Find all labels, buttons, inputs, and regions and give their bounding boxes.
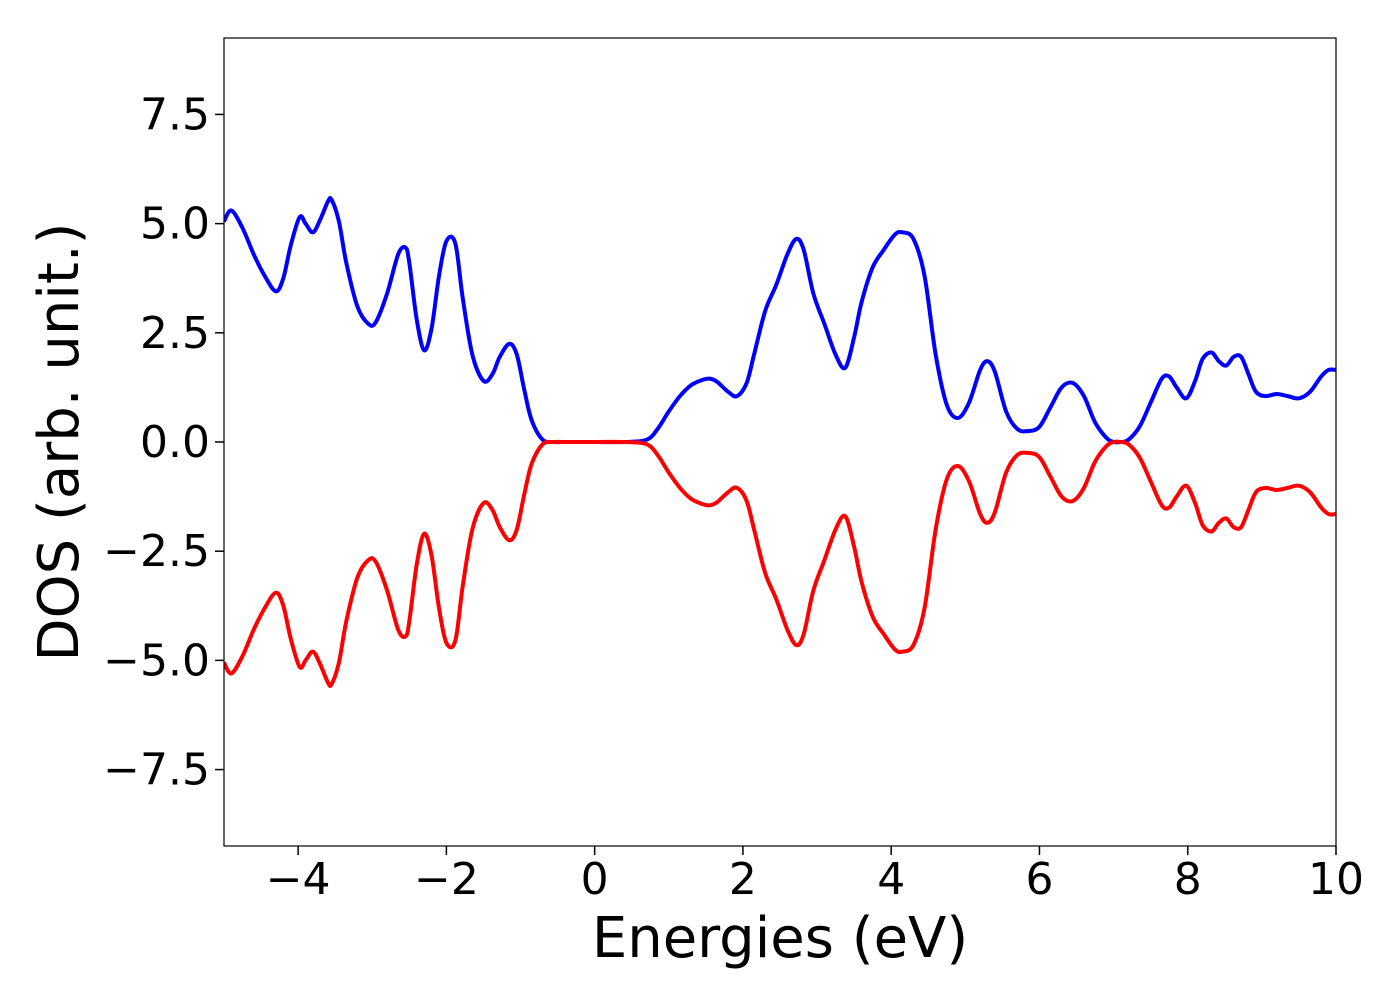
plot-area [224,38,1336,846]
y-axis-label: DOS (arb. unit.) [27,222,92,661]
x-tick-label: 6 [1025,854,1053,905]
y-tick-label: 7.5 [140,89,210,140]
x-tick-label: 4 [877,854,905,905]
y-tick-label: 0.0 [140,417,210,468]
series-line-0 [224,195,1336,445]
y-tick-label: 5.0 [140,199,210,250]
x-tick-label: 0 [581,854,609,905]
y-tick-label: −7.5 [103,745,210,796]
series-layer [224,195,1336,689]
x-axis-label: Energies (eV) [592,906,968,971]
x-tick-label: −2 [414,854,479,905]
x-tick-label: −4 [266,854,331,905]
x-tick-label: 2 [729,854,757,905]
y-tick-label: −2.5 [103,526,210,577]
y-tick-label: −5.0 [103,635,210,686]
y-axis-ticks: −7.5 −5.0 −2.5 0.0 2.5 5.0 7.5 [103,89,224,796]
x-axis-ticks: −4 −2 0 2 4 6 8 10 [266,846,1364,905]
series-line-1 [224,439,1336,689]
y-tick-label: 2.5 [140,308,210,359]
x-tick-label: 8 [1174,854,1202,905]
x-tick-label: 10 [1308,854,1364,905]
